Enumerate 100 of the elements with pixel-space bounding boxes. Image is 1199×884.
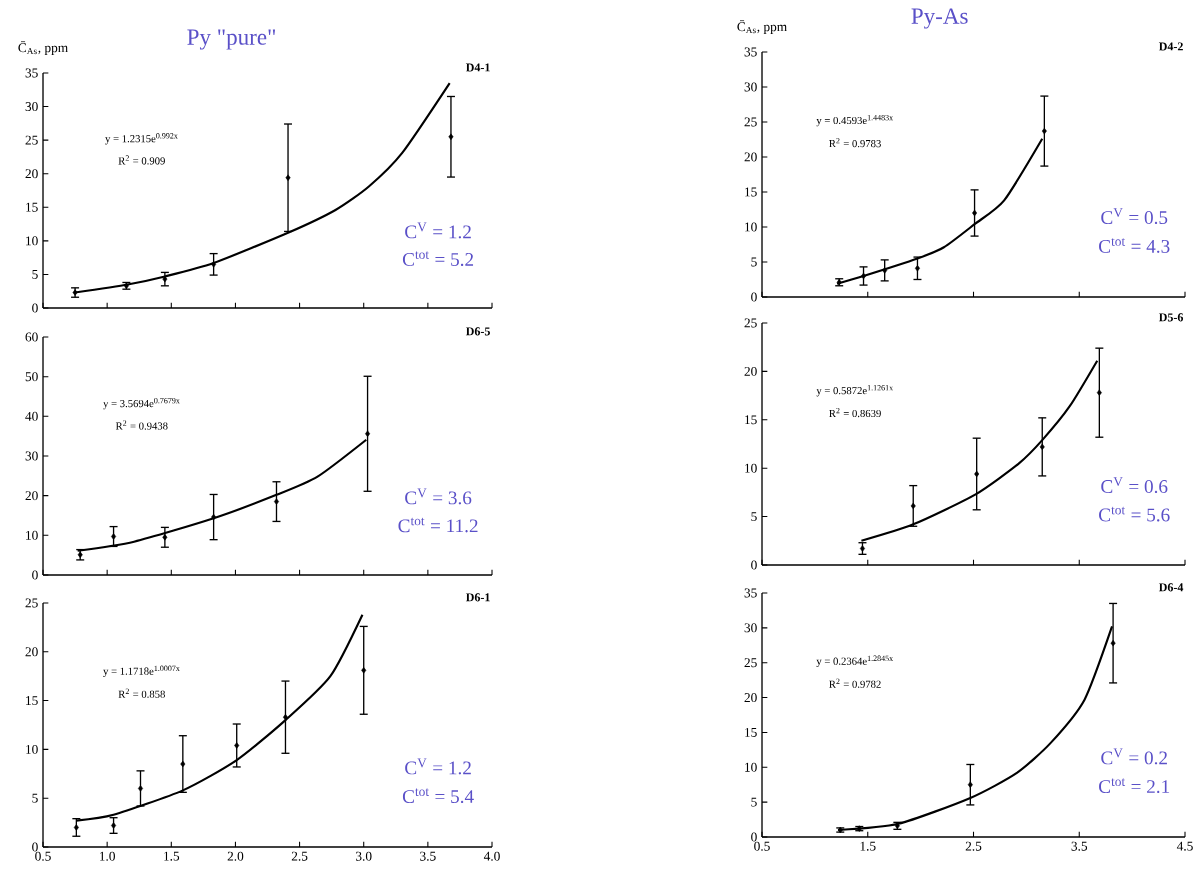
point [974,470,980,478]
point [882,267,888,274]
annotation: R$^{2}$ = 0.8639 [829,407,881,418]
point [211,261,217,268]
point [111,822,117,829]
y-tick-label: 0 [751,560,757,570]
y-tick-label: 5 [32,269,38,279]
point [361,667,367,674]
y-tick-label: 35 [744,588,757,598]
point [285,174,291,181]
x-tick-label: 2.0 [227,851,244,861]
point [448,133,454,140]
y-tick-label: 5 [751,797,757,807]
y-tick-label: 25 [744,318,757,328]
annotation: y = 0.2364e$^{1.2845x}$ [816,655,894,667]
y-tick-label: 25 [25,598,38,608]
y-tick-label: 20 [25,491,38,501]
y-tick-label: 15 [26,696,38,706]
x-tick-label: 2.5 [965,841,982,851]
y-tick-label: 25 [744,117,757,127]
text: D6-5 [465,327,490,336]
y-tick-label: 10 [745,762,757,772]
y-tick-label: 0 [32,570,38,580]
annotation: R$^{2}$ = 0.909 [118,155,165,165]
annotation: C$^{V}$ = 0.2 [1101,748,1167,765]
y-tick-label: 30 [25,451,38,461]
point [180,760,186,768]
y-tick-label: 15 [745,415,757,425]
y-tick-label: 15 [745,187,757,197]
chart-title: Py-As [911,8,968,29]
x-tick-label: 4.5 [1176,841,1193,851]
x-tick-label: 1.5 [860,841,876,851]
point [211,513,217,521]
point [274,498,279,505]
annotation: R$^{2}$ = 0.9438 [115,420,168,430]
point [972,209,978,217]
y-tick-label: 15 [745,727,757,737]
text: D4-2 [1158,42,1183,51]
annotation: y = 1.2315e$^{0.992x}$ [105,133,178,145]
point [1041,127,1047,135]
y-tick-label: 35 [744,47,757,57]
y-tick-label: 60 [25,332,38,342]
annotation: y = 0.5872e$^{1.1261x}$ [816,385,894,397]
y-tick-label: 25 [25,135,38,145]
y-tick-label: 30 [744,623,757,633]
point [1096,389,1102,396]
y-tick-label: 0 [32,842,38,852]
point [73,824,79,831]
y-tick-label: 5 [32,793,38,803]
annotation: C$^{V}$ = 1.2 [405,222,471,239]
x-tick-label: 4.0 [483,851,500,861]
y-tick-label: 35 [25,68,38,78]
text: D6-1 [465,593,490,602]
y-tick-label: 40 [25,411,38,421]
y-axis-title: C̄$_{As}$, ppm [737,20,787,34]
y-tick-label: 30 [744,82,757,92]
annotation: C$^{V}$ = 1.2 [405,758,471,775]
x-tick-label: 3.5 [420,851,436,861]
y-tick-label: 0 [32,303,38,313]
annotation: C$^{tot}$ = 2.1 [1099,778,1170,794]
y-tick-label: 20 [25,647,38,657]
y-tick-label: 30 [25,102,38,112]
y-tick-label: 25 [744,658,757,668]
point [914,265,920,272]
point [910,502,916,510]
point [111,533,117,540]
y-tick-label: 10 [745,463,757,473]
y-tick-label: 5 [751,512,757,522]
x-tick-label: 3.5 [1071,841,1088,851]
x-tick-label: 0.5 [754,841,770,851]
y-tick-label: 10 [26,744,38,754]
x-tick-label: 2.5 [291,851,308,861]
point [162,534,168,541]
y-tick-label: 10 [26,530,38,540]
x-tick-label: 1.5 [164,851,180,861]
y-tick-label: 10 [26,236,38,246]
y-tick-label: 5 [751,257,757,267]
y-tick-label: 10 [745,222,757,232]
annotation: C$^{tot}$ = 5.4 [402,788,474,804]
text: D5-6 [1158,313,1184,322]
annotation: C$^{tot}$ = 11.2 [398,517,478,533]
x-tick-label: 1.0 [99,851,115,861]
annotation: y = 3.5694e$^{0.7679x}$ [103,397,180,410]
annotation: C$^{V}$ = 0.5 [1101,208,1168,225]
annotation: C$^{tot}$ = 5.2 [402,251,474,267]
annotation: C$^{V}$ = 0.6 [1101,477,1168,494]
annotation: R$^{2}$ = 0.9782 [829,678,881,688]
point [138,785,143,792]
point [365,430,371,437]
annotation: y = 1.1718e$^{1.0007x}$ [103,665,180,677]
point [1039,443,1045,451]
point [234,742,240,749]
y-tick-label: 20 [744,366,757,376]
text: D6-4 [1158,583,1184,592]
text: D4-1 [465,63,490,72]
y-tick-label: 20 [744,152,757,162]
y-tick-label: 0 [751,832,757,842]
y-tick-label: 0 [751,292,757,302]
y-tick-label: 15 [26,202,38,212]
y-tick-label: 20 [744,693,757,703]
